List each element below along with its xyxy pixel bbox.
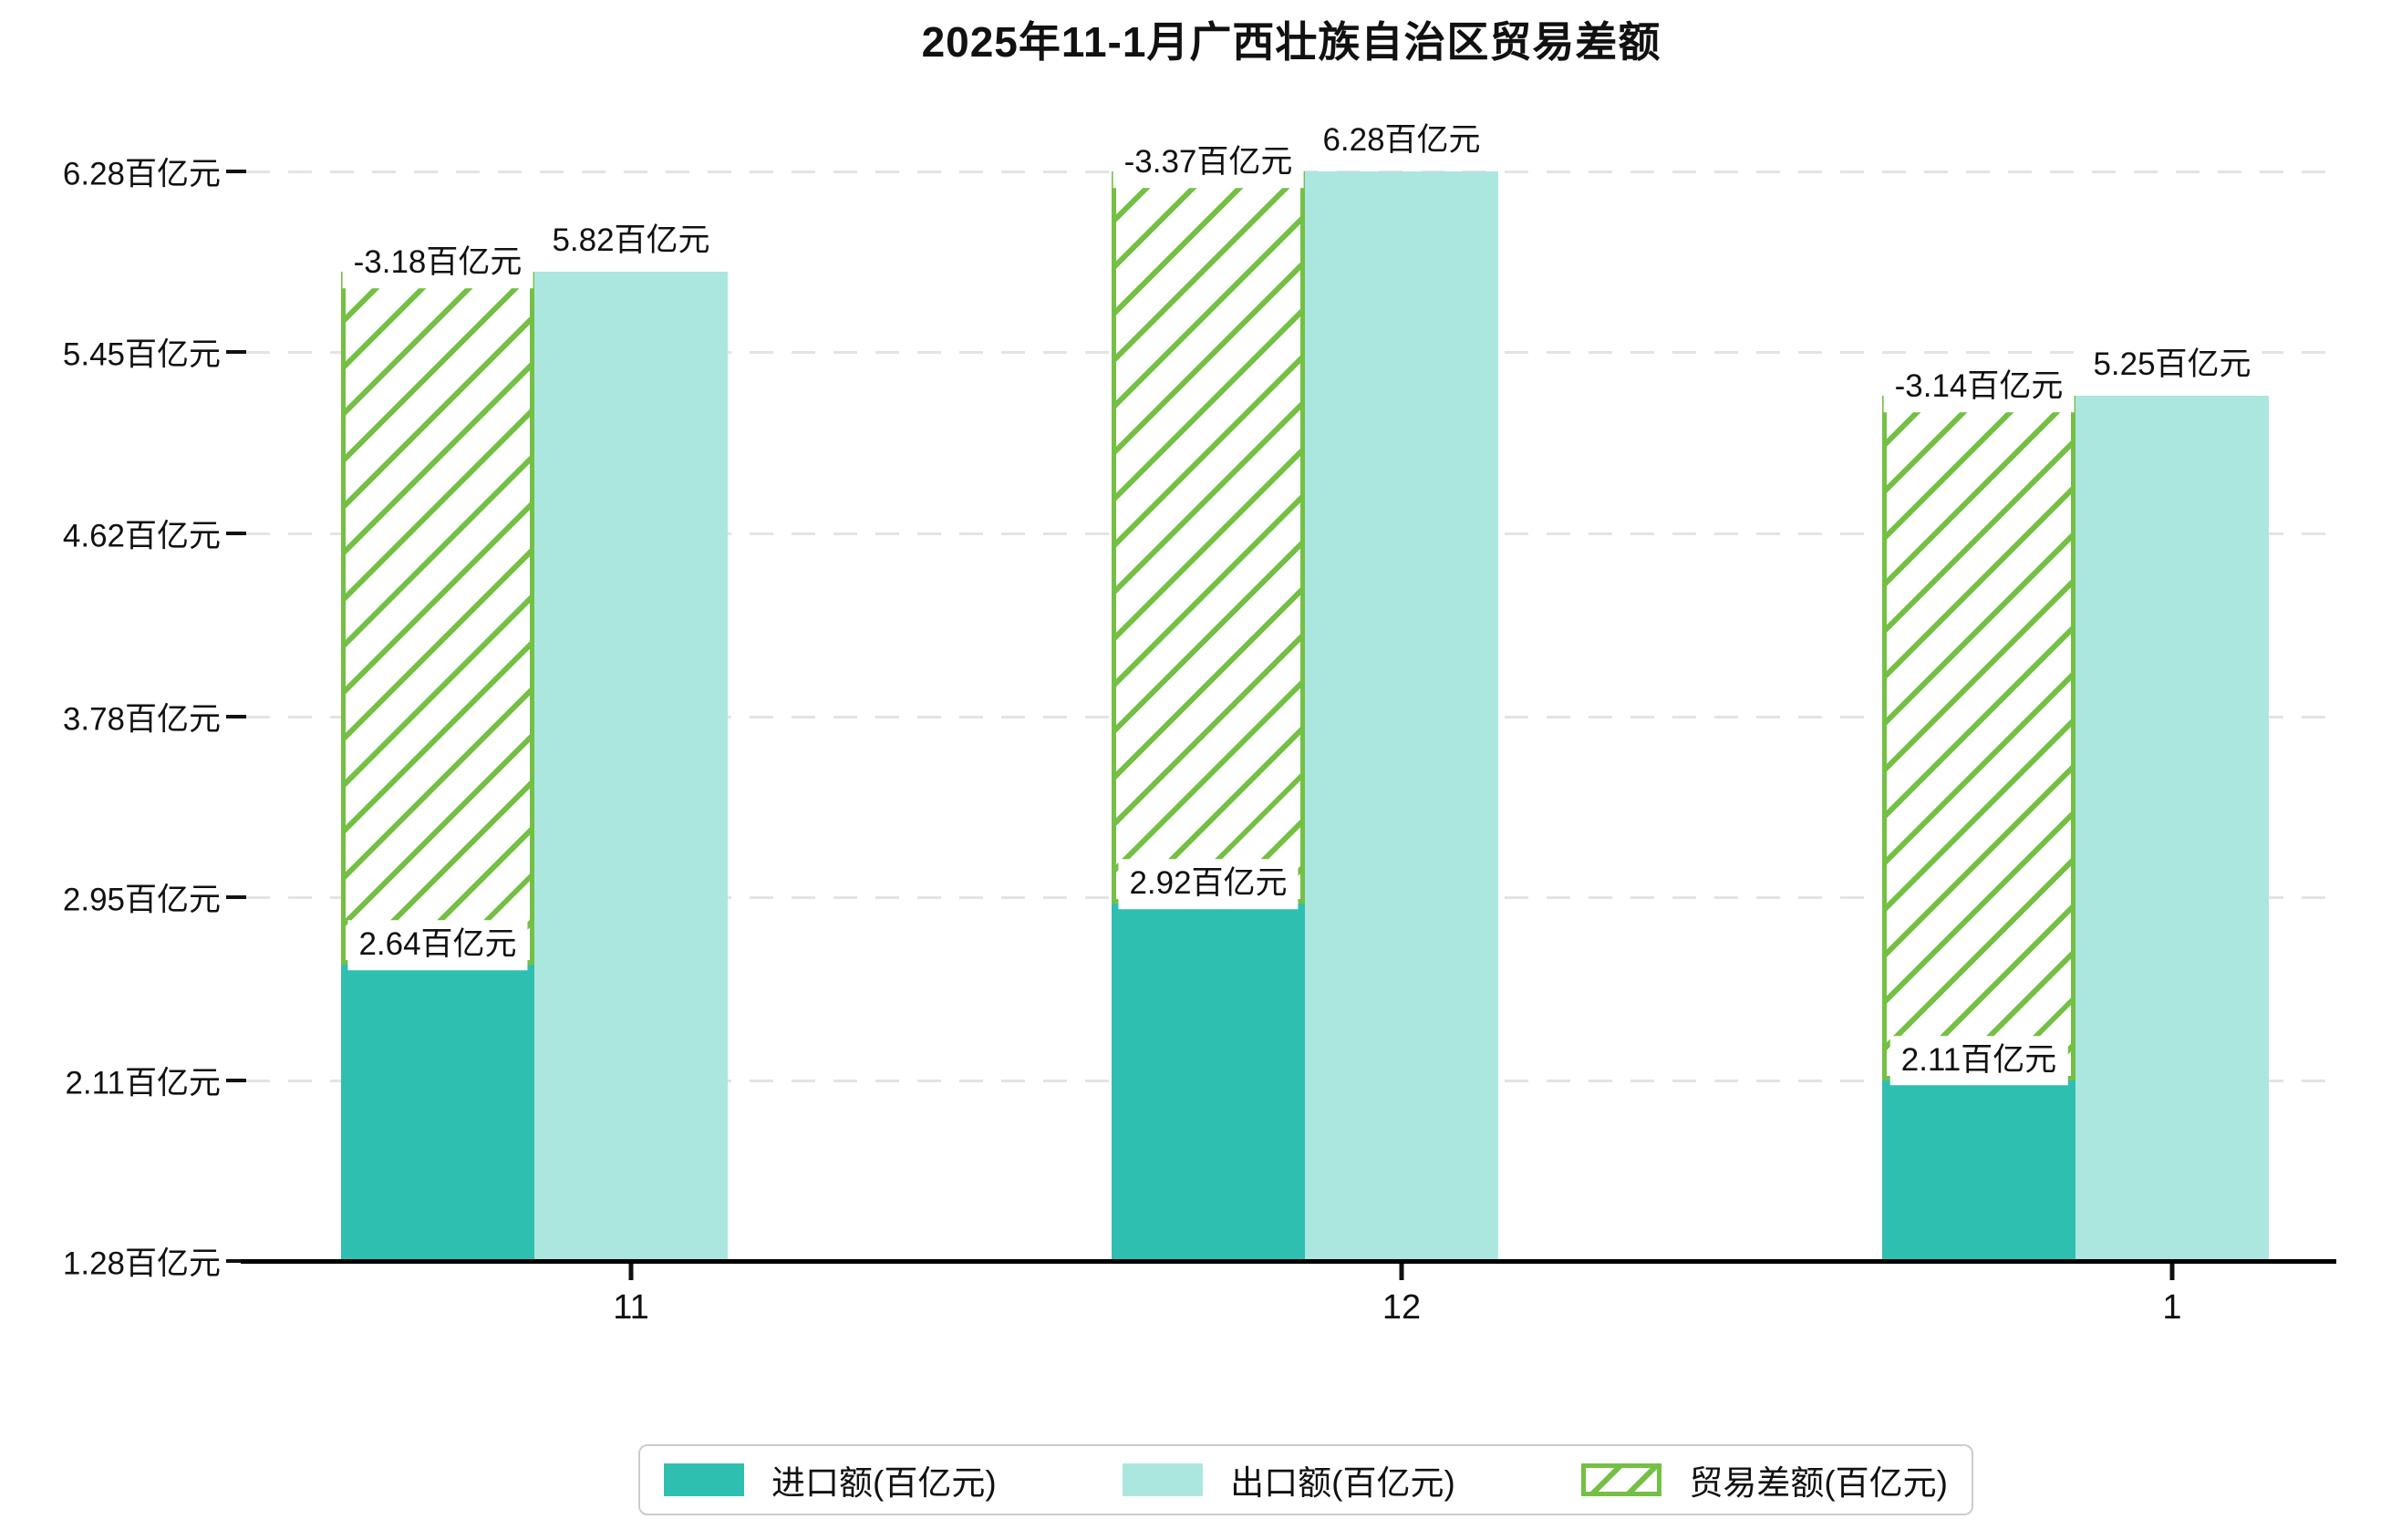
export-bar	[534, 271, 728, 1262]
y-tick-mark	[226, 350, 246, 355]
legend-label-export: 出口额(百亿元)	[1230, 1464, 1455, 1502]
y-tick-mark	[226, 531, 246, 535]
balance-hatched-bar	[1882, 396, 2075, 1080]
legend-item-import: 进口额(百亿元)	[664, 1455, 997, 1504]
import-bar	[341, 964, 534, 1262]
export-bar	[2075, 396, 2269, 1262]
y-tick-label: 6.28百亿元	[62, 156, 221, 192]
import-bar	[1112, 904, 1305, 1262]
export-value-label: 5.82百亿元	[541, 216, 721, 266]
x-tick-mark	[2169, 1264, 2175, 1280]
legend-label-import: 进口额(百亿元)	[771, 1464, 997, 1502]
import-bar	[1882, 1080, 2075, 1262]
y-tick-mark	[226, 170, 246, 173]
y-tick-label: 2.95百亿元	[62, 882, 221, 918]
export-value-label: 5.25百亿元	[2082, 340, 2262, 391]
y-tick-label: 3.78百亿元	[62, 701, 221, 737]
y-tick-label: 2.11百亿元	[65, 1065, 221, 1101]
x-tick-mark	[1399, 1264, 1404, 1280]
legend-item-balance: 贸易差额(百亿元)	[1581, 1455, 1948, 1504]
legend-label-balance: 贸易差额(百亿元)	[1689, 1464, 1948, 1502]
y-tick-label: 4.62百亿元	[62, 518, 221, 554]
y-tick-mark	[226, 894, 246, 899]
legend-swatch-export	[1123, 1463, 1204, 1496]
balance-value-label: -3.18百亿元	[342, 238, 533, 288]
y-tick-mark	[226, 1078, 246, 1082]
balance-value-label: -3.37百亿元	[1113, 138, 1304, 188]
chart-title: 2025年11-1月广西壮族自治区贸易差额	[921, 18, 1661, 66]
import-value-label: 2.11百亿元	[1889, 1035, 2068, 1086]
y-tick-label: 1.28百亿元	[62, 1245, 221, 1282]
legend-item-export: 出口额(百亿元)	[1123, 1455, 1455, 1504]
x-tick-mark	[628, 1264, 634, 1280]
y-tick-mark	[226, 714, 246, 718]
balance-hatched-bar	[341, 271, 534, 965]
export-value-label: 6.28百亿元	[1311, 116, 1492, 166]
export-bar	[1305, 171, 1498, 1262]
balance-hatched-bar	[1112, 171, 1305, 904]
legend-swatch-import	[664, 1463, 744, 1496]
x-tick-label: 1	[2162, 1288, 2182, 1327]
x-tick-label: 11	[613, 1288, 649, 1327]
legend: 进口额(百亿元) 出口额(百亿元) 贸易差额(百亿元)	[638, 1444, 1973, 1515]
x-tick-label: 12	[1382, 1288, 1422, 1327]
y-tick-label: 5.45百亿元	[62, 336, 221, 373]
x-axis-line	[241, 1259, 2336, 1264]
balance-value-label: -3.14百亿元	[1883, 362, 2075, 413]
import-value-label: 2.92百亿元	[1118, 859, 1299, 910]
legend-swatch-balance	[1581, 1463, 1662, 1496]
y-tick-mark	[226, 1259, 246, 1263]
import-value-label: 2.64百亿元	[347, 920, 528, 970]
